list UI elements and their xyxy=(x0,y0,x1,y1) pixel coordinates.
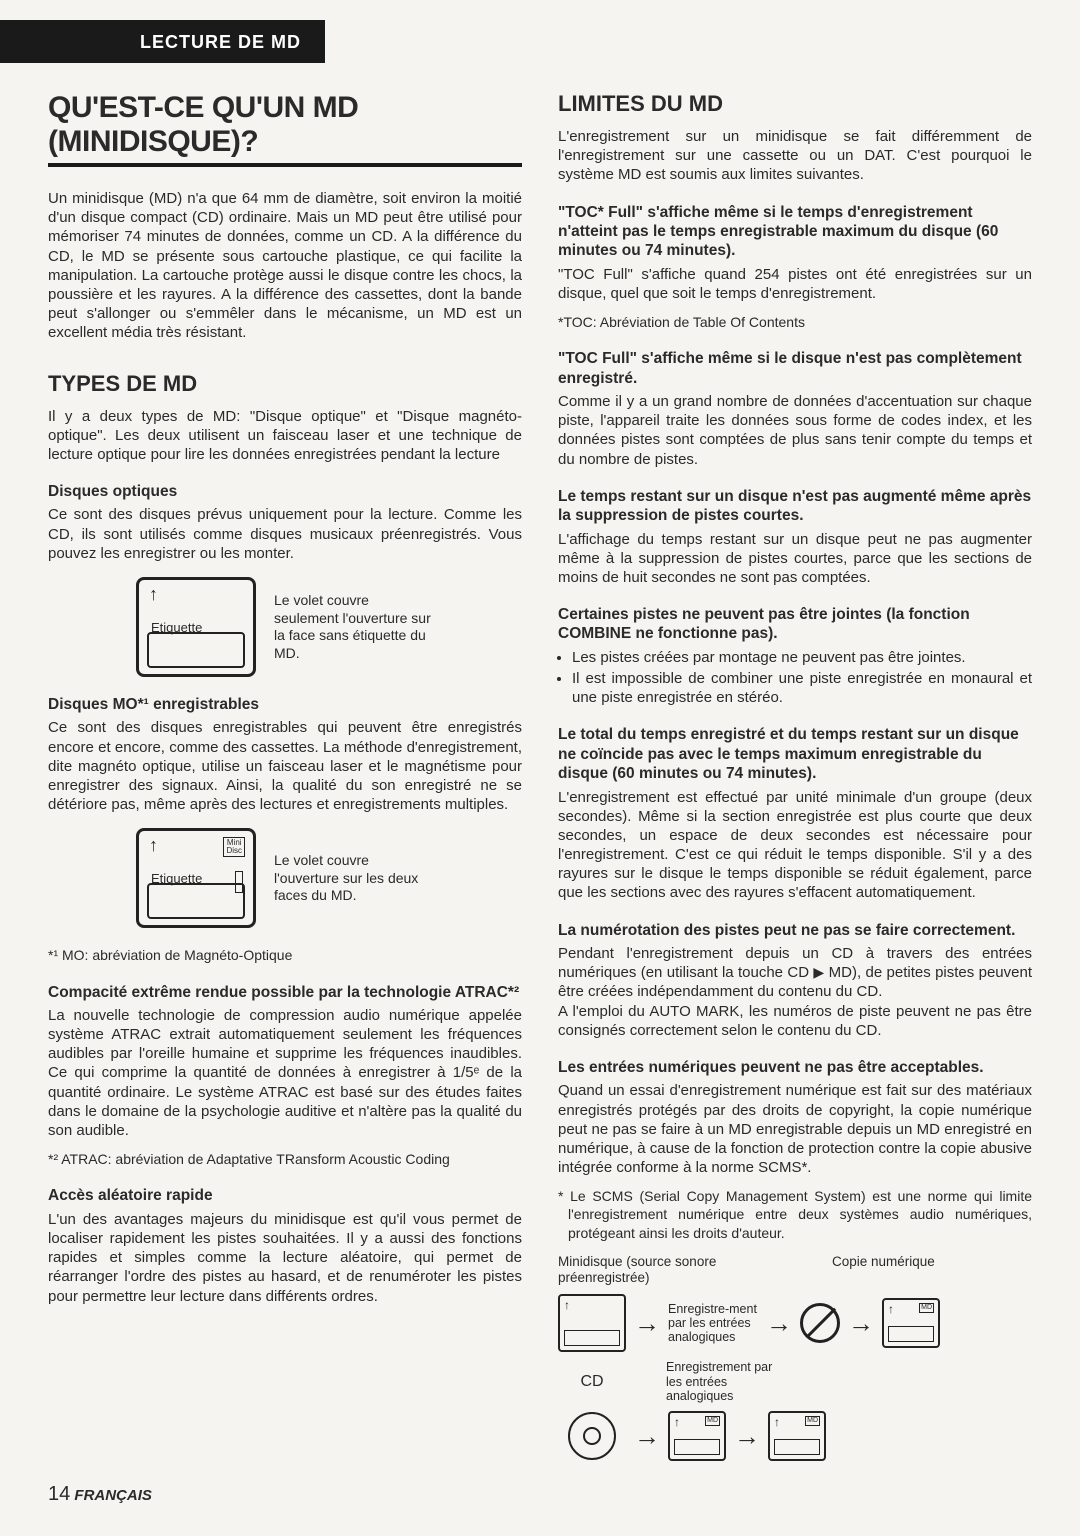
md-source-icon: ↑ xyxy=(558,1294,626,1352)
arrow-up-icon: ↑ xyxy=(774,1415,780,1429)
limit-text: L'enregistrement est effectué par unité … xyxy=(558,788,1032,903)
mo-heading: Disques MO*¹ enregistrables xyxy=(48,695,522,714)
title-underline xyxy=(48,163,522,167)
cd-label: CD xyxy=(558,1373,626,1391)
arrow-right-icon: → xyxy=(848,1310,874,1336)
shutter-outline xyxy=(147,632,245,668)
md-target-icon: ↑ MD xyxy=(882,1298,940,1348)
shutter-outline xyxy=(674,1439,720,1455)
arrow-up-icon: ↑ xyxy=(149,584,158,605)
flow-row: → ↑ MD → ↑ MD xyxy=(558,1411,1032,1461)
arrow-right-icon: → xyxy=(766,1310,792,1336)
bracket: Enregistre-ment par les entrées analogiq… xyxy=(668,1302,758,1345)
mo-text: Ce sont des disques enregistrables qui p… xyxy=(48,718,522,814)
limit-heading: Le temps restant sur un disque n'est pas… xyxy=(558,487,1032,526)
list-item: Les pistes créées par montage ne peuvent… xyxy=(572,648,1032,667)
arrow-right-icon: → xyxy=(634,1423,660,1449)
right-column: LIMITES DU MD L'enregistrement sur un mi… xyxy=(558,91,1032,1461)
limit-heading: Les entrées numériques peuvent ne pas êt… xyxy=(558,1058,1032,1077)
arrow-up-icon: ↑ xyxy=(149,835,158,856)
minidisc-logo-icon: MD xyxy=(805,1416,820,1426)
atrac-footnote: *² ATRAC: abréviation de Adaptative TRan… xyxy=(48,1150,522,1168)
cd-disc-icon xyxy=(568,1412,616,1460)
prohibit-icon xyxy=(800,1303,840,1343)
limit-text: "TOC Full" s'affiche quand 254 pistes on… xyxy=(558,265,1032,303)
limit-text: Quand un essai d'enregistrement numériqu… xyxy=(558,1081,1032,1177)
page-number: 14 xyxy=(48,1483,70,1505)
optical-heading: Disques optiques xyxy=(48,482,522,501)
two-column-layout: QU'EST-CE QU'UN MD (MINIDISQUE)? Un mini… xyxy=(48,91,1032,1461)
limit-text: Pendant l'enregistrement depuis un CD à … xyxy=(558,944,1032,1040)
flow-row: CD Enregistrement par les entrées analog… xyxy=(558,1360,1032,1403)
mo-footnote: *¹ MO: abréviation de Magnéto-Optique xyxy=(48,946,522,964)
figure-caption: Le volet couvre l'ouverture sur les deux… xyxy=(274,852,434,905)
shutter-outline xyxy=(564,1330,620,1346)
section-banner: LECTURE DE MD xyxy=(0,20,325,63)
types-heading: TYPES DE MD xyxy=(48,371,522,397)
limit-heading: "TOC* Full" s'affiche même si le temps d… xyxy=(558,203,1032,261)
limit-text: Comme il y a un grand nombre de données … xyxy=(558,392,1032,469)
random-heading: Accès aléatoire rapide xyxy=(48,1186,522,1205)
main-title: QU'EST-CE QU'UN MD (MINIDISQUE)? xyxy=(48,91,522,159)
minidisc-logo-icon: MD xyxy=(705,1416,720,1426)
diagram-label: Minidisque (source sonore préenregistrée… xyxy=(558,1254,738,1286)
shutter-outline xyxy=(774,1439,820,1455)
limit-heading: La numérotation des pistes peut ne pas s… xyxy=(558,921,1032,940)
language-label: FRANÇAIS xyxy=(74,1487,152,1504)
arrow-right-icon: → xyxy=(634,1310,660,1336)
figure-optical-md: ↑ Etiquette Le volet couvre seulement l'… xyxy=(48,577,522,677)
arrow-up-icon: ↑ xyxy=(888,1302,894,1316)
limit-heading: Certaines pistes ne peuvent pas être joi… xyxy=(558,605,1032,644)
atrac-text: La nouvelle technologie de compression a… xyxy=(48,1006,522,1140)
left-column: QU'EST-CE QU'UN MD (MINIDISQUE)? Un mini… xyxy=(48,91,522,1461)
scms-diagram: Minidisque (source sonore préenregistrée… xyxy=(558,1254,1032,1462)
md-target-icon: ↑ MD xyxy=(668,1411,726,1461)
limit-bullet-list: Les pistes créées par montage ne peuvent… xyxy=(558,648,1032,708)
minidisc-logo-icon: MiniDisc xyxy=(223,837,245,857)
md-cartridge-diagram: ↑ MiniDisc Etiquette xyxy=(136,828,256,928)
figure-caption: Le volet couvre seulement l'ouverture su… xyxy=(274,592,434,662)
list-item: Il est impossible de combiner une piste … xyxy=(572,669,1032,707)
limit-heading: Le total du temps enregistré et du temps… xyxy=(558,725,1032,783)
diagram-label: Enregistrement par les entrées analogiqu… xyxy=(666,1360,786,1403)
diagram-label: Copie numérique xyxy=(832,1254,1032,1286)
md-target-icon: ↑ MD xyxy=(768,1411,826,1461)
minidisc-logo-icon: MD xyxy=(919,1303,934,1313)
arrow-up-icon: ↑ xyxy=(674,1415,680,1429)
random-text: L'un des avantages majeurs du minidisque… xyxy=(48,1210,522,1306)
limit-heading: "TOC Full" s'affiche même si le disque n… xyxy=(558,349,1032,388)
page: LECTURE DE MD QU'EST-CE QU'UN MD (MINIDI… xyxy=(0,0,1080,1536)
figure-mo-md: ↑ MiniDisc Etiquette Le volet couvre l'o… xyxy=(48,828,522,928)
atrac-heading: Compacité extrême rendue possible par la… xyxy=(48,983,522,1002)
flow-row: ↑ → Enregistre-ment par les entrées anal… xyxy=(558,1294,1032,1352)
optical-text: Ce sont des disques prévus uniquement po… xyxy=(48,505,522,563)
limit-text: L'affichage du temps restant sur un disq… xyxy=(558,530,1032,588)
diagram-label: Enregistre-ment par les entrées analogiq… xyxy=(668,1302,758,1345)
page-footer: 14 FRANÇAIS xyxy=(48,1483,1032,1506)
play-icon: ▶ xyxy=(813,964,824,980)
toc-footnote: *TOC: Abréviation de Table Of Contents xyxy=(558,313,1032,331)
intro-paragraph: Un minidisque (MD) n'a que 64 mm de diam… xyxy=(48,189,522,343)
text-fragment: A l'emploi du AUTO MARK, les numéros de … xyxy=(558,1003,1032,1039)
shutter-outline xyxy=(147,883,245,919)
limits-heading: LIMITES DU MD xyxy=(558,91,1032,117)
scms-footnote: * Le SCMS (Serial Copy Management System… xyxy=(558,1187,1032,1242)
types-intro: Il y a deux types de MD: "Disque optique… xyxy=(48,407,522,465)
shutter-outline xyxy=(888,1326,934,1342)
arrow-up-icon: ↑ xyxy=(564,1298,570,1312)
limits-intro: L'enregistrement sur un minidisque se fa… xyxy=(558,127,1032,185)
md-cartridge-diagram: ↑ Etiquette xyxy=(136,577,256,677)
arrow-right-icon: → xyxy=(734,1423,760,1449)
